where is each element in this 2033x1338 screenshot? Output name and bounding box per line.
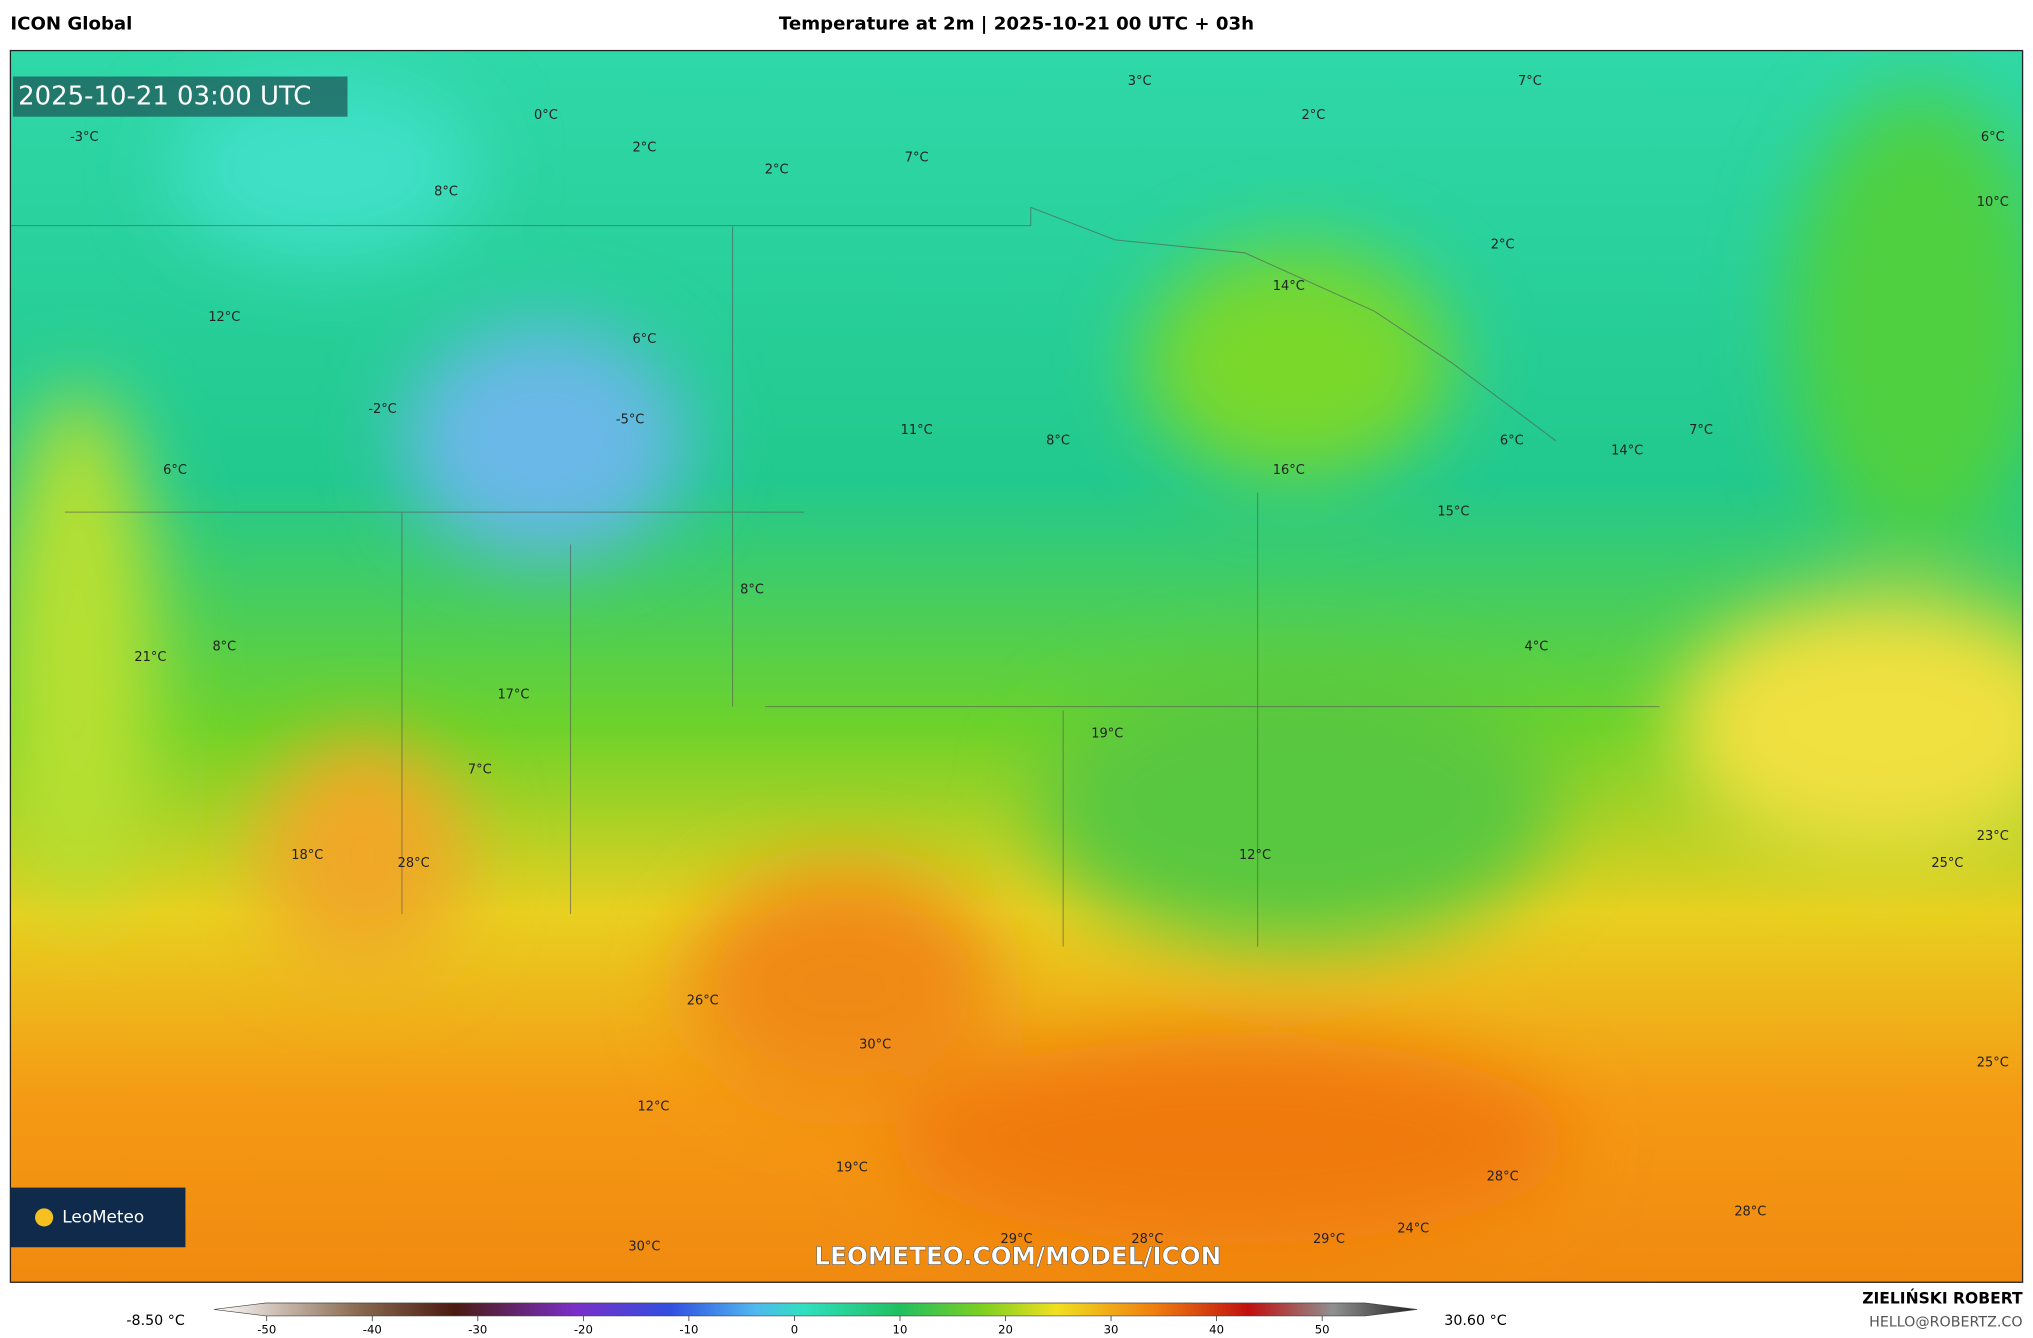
temperature-label: 8°C <box>434 184 458 199</box>
temperature-label: 30°C <box>859 1037 891 1052</box>
temperature-label: 21°C <box>134 650 166 665</box>
header-title: Temperature at 2m | 2025-10-21 00 UTC + … <box>779 14 1254 35</box>
temperature-label: 28°C <box>1487 1170 1519 1185</box>
watermark: LEOMETEO.COM/MODEL/ICON <box>814 1242 1221 1271</box>
temperature-label: 2°C <box>633 140 657 155</box>
temperature-label: -3°C <box>70 130 98 145</box>
temperature-label: 24°C <box>1397 1222 1429 1237</box>
colorbar-tick-label: 10 <box>893 1323 908 1337</box>
author: ZIELIŃSKI ROBERT <box>1862 1289 2023 1308</box>
temperature-label: 8°C <box>212 639 236 654</box>
colorbar-tick-label: 0 <box>791 1323 798 1337</box>
logo-sun <box>35 1208 54 1227</box>
colorbar-min: -8.50 °C <box>126 1313 185 1329</box>
temperature-label: 19°C <box>1091 726 1123 741</box>
temperature-label: 7°C <box>1518 74 1542 89</box>
temperature-label: 7°C <box>468 763 492 778</box>
temperature-label: 14°C <box>1273 279 1305 294</box>
temperature-label: 2°C <box>765 162 789 177</box>
temperature-label: 7°C <box>905 151 929 166</box>
temperature-label: 6°C <box>633 332 657 347</box>
colorbar-tick-label: -50 <box>257 1323 276 1337</box>
temperature-label: 28°C <box>1131 1232 1163 1247</box>
colorbar: -50 -40 -30 -20 -10 0 10 20 30 40 50 <box>213 1302 1418 1337</box>
map-labels: -3°C 0°C 2°C 2°C 7°C 3°C 2°C 7°C 6°C 10°C 8°C 2°C 14… <box>70 74 2009 1255</box>
temperature-label: 16°C <box>1273 463 1305 478</box>
timestamp: 2025-10-21 03:00 UTC <box>18 82 311 112</box>
temperature-label: -5°C <box>616 413 644 428</box>
temperature-label: 4°C <box>1525 639 1549 654</box>
colorbar-tick-label: -20 <box>574 1323 593 1337</box>
map <box>10 50 2023 1283</box>
temperature-label: 28°C <box>398 856 430 871</box>
temperature-label: 6°C <box>1981 130 2005 145</box>
temperature-label: 12°C <box>208 310 240 325</box>
temperature-label: 3°C <box>1128 74 1152 89</box>
colorbar-tick-label: -30 <box>468 1323 487 1337</box>
logo: LeoMeteo <box>62 1206 144 1226</box>
temperature-label: 6°C <box>1500 433 1524 448</box>
colorbar-tick-label: 40 <box>1209 1323 1224 1337</box>
temperature-label: 7°C <box>1689 423 1713 438</box>
temperature-label: 25°C <box>1931 856 1963 871</box>
temperature-label: 17°C <box>497 687 529 702</box>
colorbar-tick-label: -40 <box>363 1323 382 1337</box>
temperature-label: 18°C <box>291 848 323 863</box>
colorbar-tick-label: 20 <box>998 1323 1013 1337</box>
temperature-label: 28°C <box>1734 1205 1766 1220</box>
temperature-label: 29°C <box>1000 1232 1032 1247</box>
temperature-label: 14°C <box>1611 444 1643 459</box>
temperature-label: 0°C <box>534 108 558 123</box>
temperature-label: 10°C <box>1977 195 2009 210</box>
temperature-label: 2°C <box>1491 238 1515 253</box>
temperature-label: 6°C <box>163 463 187 478</box>
colorbar-tick-label: 30 <box>1104 1323 1119 1337</box>
temperature-label: 15°C <box>1437 505 1469 520</box>
temperature-label: 11°C <box>901 423 933 438</box>
contact: HELLO@ROBERTZ.CO <box>1869 1314 2022 1330</box>
temperature-label: 30°C <box>628 1240 660 1255</box>
temperature-label: 8°C <box>740 582 764 597</box>
temperature-label: 8°C <box>1046 433 1070 448</box>
temperature-label: 12°C <box>1239 848 1271 863</box>
temperature-label: -2°C <box>368 402 396 417</box>
temperature-label: 26°C <box>687 993 719 1008</box>
colorbar-body <box>213 1302 1418 1317</box>
header-left: ICON Global <box>10 14 132 35</box>
temperature-label: 29°C <box>1313 1232 1345 1247</box>
colorbar-tick-label: -10 <box>679 1323 698 1337</box>
colorbar-max: 30.60 °C <box>1444 1313 1506 1329</box>
temperature-label: 25°C <box>1977 1056 2009 1071</box>
temperature-label: 2°C <box>1302 108 1326 123</box>
temperature-label: 19°C <box>836 1161 868 1176</box>
temperature-label: 23°C <box>1977 829 2009 844</box>
colorbar-tick-label: 50 <box>1315 1323 1330 1337</box>
temperature-label: 12°C <box>637 1100 669 1115</box>
